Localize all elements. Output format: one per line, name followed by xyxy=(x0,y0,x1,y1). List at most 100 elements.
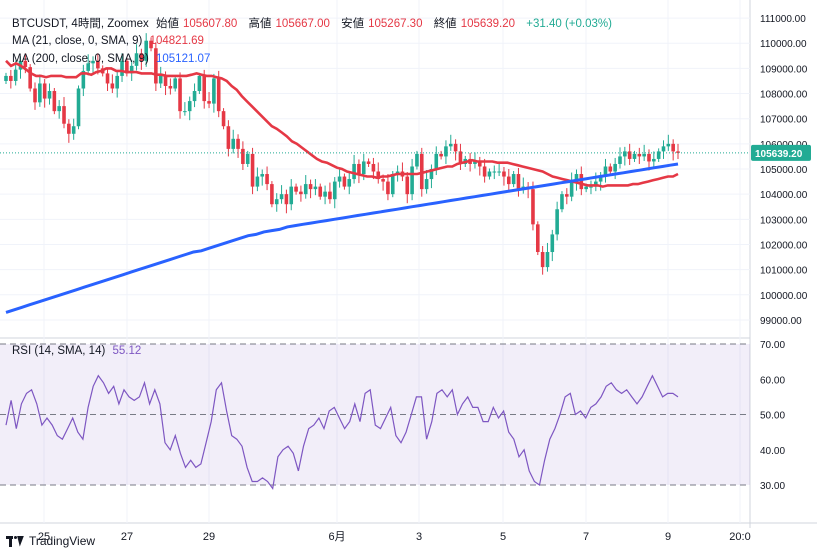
candle-body xyxy=(4,75,8,81)
close-value: 105639.20 xyxy=(460,18,516,30)
rsi-label: RSI (14, SMA, 14) xyxy=(12,345,106,357)
price-tick-label: 100000.00 xyxy=(760,291,808,302)
candle-body xyxy=(574,174,579,182)
rsi-line xyxy=(5,374,679,491)
candle-body xyxy=(67,123,71,134)
ma21-legend[interactable]: MA (21, close, 0, SMA, 9) 104821.69 xyxy=(12,35,208,47)
candle-body xyxy=(656,151,661,159)
candle-body xyxy=(57,106,61,112)
candle-body xyxy=(9,75,13,81)
candle-body xyxy=(303,184,308,195)
candle-body xyxy=(511,174,516,185)
candle-body xyxy=(516,174,521,190)
rsi-value: 55.12 xyxy=(112,345,142,357)
candle-body xyxy=(371,163,376,172)
candle-body xyxy=(265,174,269,185)
candle-body xyxy=(163,75,168,86)
candle-body xyxy=(279,194,284,200)
candle-body xyxy=(28,67,32,89)
candle-body xyxy=(647,153,651,162)
candle-body xyxy=(197,75,202,92)
ma200-legend[interactable]: MA (200, close, 0, SMA, 9) 105121.07 xyxy=(12,53,214,65)
time-tick-label: 6月 xyxy=(328,531,345,543)
price-tick-label: 109000.00 xyxy=(760,64,808,75)
candle-body xyxy=(332,181,337,200)
tradingview-footer[interactable]: TradingView xyxy=(6,534,95,548)
candle-body xyxy=(458,151,463,164)
tradingview-brand: TradingView xyxy=(29,534,96,548)
candle-body xyxy=(448,143,453,147)
time-tick-label: 3 xyxy=(416,531,422,543)
high-value: 105667.00 xyxy=(275,18,330,30)
candle-body xyxy=(183,111,187,113)
candle-body xyxy=(555,209,559,235)
candle-body xyxy=(96,60,100,69)
candle-body xyxy=(52,91,57,112)
candle-body xyxy=(594,181,598,187)
ma21-line xyxy=(5,59,679,188)
candle-body xyxy=(357,163,361,175)
candle-body xyxy=(149,40,153,49)
candle-body xyxy=(255,176,260,187)
candle-body xyxy=(289,186,294,205)
candle-body xyxy=(323,191,327,197)
candle-body xyxy=(415,153,419,167)
candle-body xyxy=(390,174,395,195)
candle-body xyxy=(545,252,550,268)
candle-body xyxy=(187,101,192,112)
open-value: 105607.80 xyxy=(182,18,238,30)
grid xyxy=(0,0,817,528)
candle-body xyxy=(627,151,632,159)
candle-body xyxy=(125,60,129,74)
candle-body xyxy=(115,75,119,89)
candle-body xyxy=(473,161,477,164)
candle-body xyxy=(154,48,158,84)
candle-body xyxy=(33,88,37,103)
candle-body xyxy=(613,163,617,172)
candle-body xyxy=(13,69,18,81)
rsi-tick-label: 50.00 xyxy=(760,411,785,422)
candle-body xyxy=(623,151,627,157)
candle-body xyxy=(212,78,216,104)
candle-body xyxy=(560,194,564,210)
price-tick-label: 102000.00 xyxy=(760,240,808,251)
candle-body xyxy=(352,163,356,180)
rsi-pane xyxy=(0,343,750,486)
candle-body xyxy=(62,106,66,124)
last-price-badge xyxy=(751,144,811,161)
candle-body xyxy=(342,176,347,187)
candle-body xyxy=(386,181,390,195)
candle-body xyxy=(318,186,323,197)
time-tick-label: 20:0 xyxy=(729,531,750,543)
candle-body xyxy=(453,143,458,152)
close-label: 終値 xyxy=(433,18,457,30)
candle-body xyxy=(192,91,197,102)
time-tick-label: 9 xyxy=(665,531,671,543)
candle-body xyxy=(444,146,448,157)
candle-body xyxy=(328,191,332,200)
time-tick-label: 7 xyxy=(583,531,589,543)
symbol-label[interactable]: BTCUSDT, 4時間, Zoomex xyxy=(12,18,149,30)
time-tick-label: 5 xyxy=(500,531,506,543)
candle-body xyxy=(676,151,680,153)
candle-body xyxy=(569,181,574,197)
candle-body xyxy=(168,85,173,89)
candle-body xyxy=(531,189,535,225)
candle-body xyxy=(129,65,134,74)
low-value: 105267.30 xyxy=(368,18,423,30)
candle-body xyxy=(139,53,144,61)
price-tick-label: 110000.00 xyxy=(760,39,807,50)
time-tick-label: 29 xyxy=(203,531,215,543)
candle-body xyxy=(231,138,236,149)
candle-body xyxy=(419,153,424,190)
ma21-label: MA (21, close, 0, SMA, 9) xyxy=(12,35,143,47)
candle-body xyxy=(245,153,250,164)
candle-body xyxy=(477,161,482,167)
candle-body xyxy=(584,186,588,190)
candle-body xyxy=(579,174,584,190)
candle-body xyxy=(535,224,540,253)
rsi-legend[interactable]: RSI (14, SMA, 14) 55.12 xyxy=(12,345,145,357)
candle-body xyxy=(134,53,139,66)
candle-body xyxy=(337,176,342,182)
